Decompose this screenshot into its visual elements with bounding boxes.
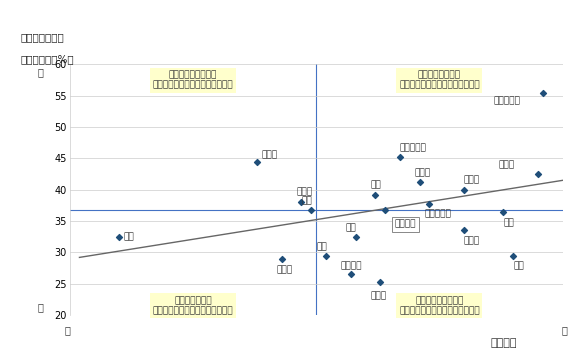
- Text: 南九州: 南九州: [296, 187, 313, 196]
- Point: [538, 90, 548, 96]
- Point: [425, 200, 434, 206]
- Point: [395, 154, 404, 160]
- Text: 日本海東北: 日本海東北: [400, 143, 427, 152]
- Text: 低: 低: [64, 325, 71, 335]
- Point: [346, 271, 355, 277]
- Text: 緊急地震速報に: 緊急地震速報に: [20, 32, 64, 42]
- Text: 低: 低: [38, 303, 44, 313]
- Text: 山陰: 山陰: [301, 197, 312, 205]
- Point: [296, 199, 306, 205]
- Point: [533, 171, 542, 177]
- Point: [277, 256, 286, 261]
- Text: 南関東: 南関東: [498, 160, 514, 169]
- Point: [459, 187, 469, 193]
- Point: [114, 234, 124, 240]
- Point: [415, 179, 425, 185]
- Point: [321, 253, 331, 258]
- Text: 北関東: 北関東: [415, 168, 431, 177]
- Point: [509, 253, 518, 258]
- Text: 防災意識が高く、
緊急地震速報に対する自信もある: 防災意識が高く、 緊急地震速報に対する自信もある: [399, 71, 480, 90]
- Text: 対する自信（%）: 対する自信（%）: [20, 54, 74, 64]
- Text: 中九州: 中九州: [464, 176, 480, 185]
- Point: [351, 234, 360, 240]
- Text: 北陸: 北陸: [346, 223, 357, 232]
- Text: 近畿北中部: 近畿北中部: [425, 210, 451, 219]
- Text: 東京: 東京: [370, 181, 381, 190]
- Text: 北海道: 北海道: [262, 151, 278, 160]
- Text: 全国平均: 全国平均: [395, 220, 416, 229]
- Point: [252, 159, 262, 164]
- Point: [371, 192, 380, 198]
- Text: 高: 高: [561, 325, 567, 335]
- Text: 東四国: 東四国: [370, 291, 386, 300]
- Text: 防災意識は低いが、
緊急地震速報に対する自信は高い: 防災意識は低いが、 緊急地震速報に対する自信は高い: [153, 71, 233, 90]
- Text: 防災意識が高いが、
緊急地震速報に対する自信は低い: 防災意識が高いが、 緊急地震速報に対する自信は低い: [399, 296, 480, 315]
- Text: 山陽: 山陽: [316, 242, 327, 251]
- Text: 沖縄: 沖縄: [124, 232, 135, 241]
- Text: 高: 高: [38, 67, 44, 77]
- Text: 近畿南部: 近畿南部: [341, 261, 362, 270]
- Text: 太平洋東北: 太平洋東北: [494, 96, 520, 105]
- Text: 甲信: 甲信: [503, 218, 514, 227]
- Text: 北九州: 北九州: [277, 265, 293, 274]
- Point: [306, 207, 316, 213]
- Point: [459, 228, 469, 233]
- Text: 東海: 東海: [513, 262, 524, 271]
- Text: 防災意識が低く
緊急地震速報に対する自信も低い: 防災意識が低く 緊急地震速報に対する自信も低い: [153, 296, 233, 315]
- Text: 西四国: 西四国: [464, 237, 480, 246]
- Point: [499, 209, 508, 214]
- Text: 防災意識: 防災意識: [490, 338, 517, 348]
- Point: [375, 280, 385, 285]
- Point: [380, 208, 390, 213]
